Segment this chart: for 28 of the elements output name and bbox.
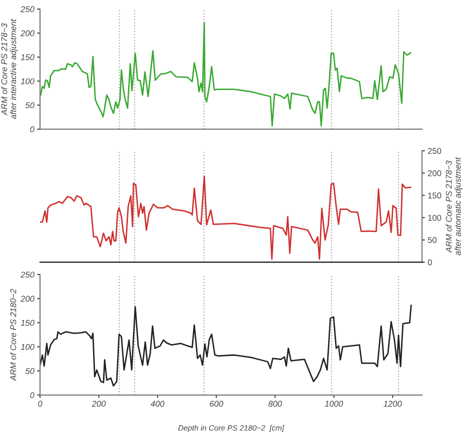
y-tick-label: 250 xyxy=(20,6,34,12)
y-tick-label: 100 xyxy=(20,344,34,350)
y-tick-label: 50 xyxy=(25,368,34,374)
y-tick-label: 0 xyxy=(30,126,34,132)
y2-tick-label: 250 xyxy=(428,148,442,154)
y-tick-label: 200 xyxy=(20,296,34,302)
x-tick-label: 800 xyxy=(268,400,282,407)
y2-axis-title: ARM of Core PS 2178−3 after automatic adjustment xyxy=(446,157,462,256)
y-axis-title: ARM of Core PS 2180−2 xyxy=(10,288,16,382)
y-tick-label: 200 xyxy=(20,30,34,36)
y-axis-title: ARM of Core PS 2178−3 after interactive adjustment xyxy=(1,18,18,119)
y-tick-label: 250 xyxy=(20,272,34,278)
x-tick-label: 1200 xyxy=(384,400,402,407)
x-tick-label: 1000 xyxy=(324,400,344,407)
y-tick-label: 150 xyxy=(20,320,34,326)
y-tick-label: 50 xyxy=(25,102,34,108)
y2-tick-label: 200 xyxy=(428,170,442,176)
y-tick-label: 100 xyxy=(20,78,34,84)
x-tick-label: 400 xyxy=(150,400,164,407)
y-tick-label: 0 xyxy=(30,392,34,398)
x-tick-label: 600 xyxy=(210,400,224,407)
y2-tick-label: 0 xyxy=(428,259,432,266)
y2-tick-label: 150 xyxy=(428,192,442,198)
y-tick-label: 150 xyxy=(20,54,34,60)
y2-tick-label: 50 xyxy=(428,237,437,244)
y2-tick-label: 100 xyxy=(428,214,442,221)
x-tick-label: 0 xyxy=(38,400,42,407)
x-tick-label: 200 xyxy=(92,400,106,407)
